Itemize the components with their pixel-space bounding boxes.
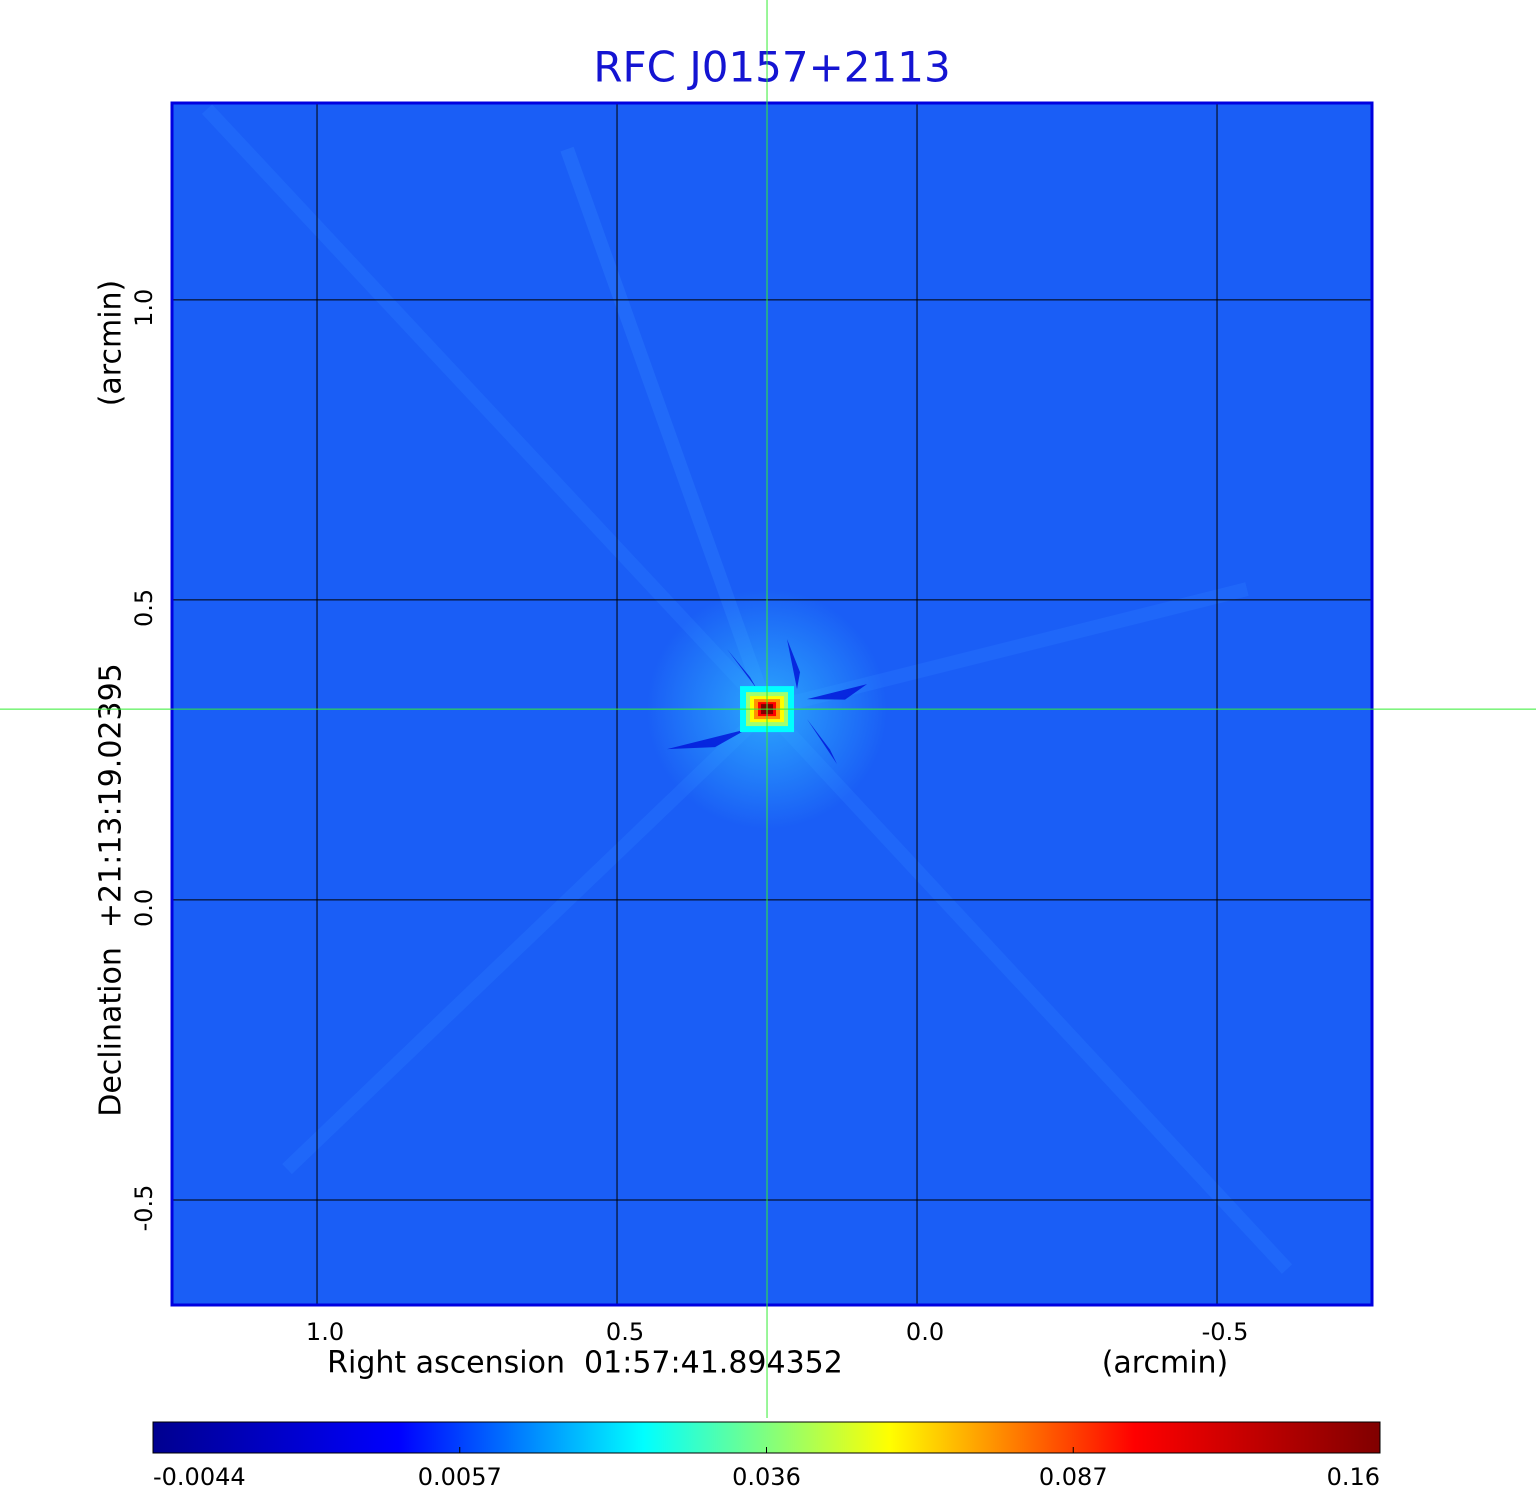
x-axis-label: Right ascension 01:57:41.894352 bbox=[327, 1346, 843, 1381]
colorbar-tick-label: 0.0057 bbox=[418, 1463, 502, 1491]
sidelobe bbox=[787, 639, 801, 690]
streak bbox=[761, 704, 1293, 1274]
x-tick-label: 0.0 bbox=[906, 1318, 944, 1346]
sidelobe bbox=[667, 729, 748, 750]
y-tick-label: -0.5 bbox=[130, 1185, 158, 1232]
y-tick-label: 0.0 bbox=[130, 889, 158, 927]
y-tick-label: 0.5 bbox=[130, 589, 158, 627]
y-axis-label: Declination +21:13:19.02395 bbox=[94, 663, 129, 1117]
x-tick-label: 1.0 bbox=[306, 1318, 344, 1346]
colorbar-tick-label: -0.0044 bbox=[153, 1463, 246, 1491]
colorbar-tick-label: 0.036 bbox=[732, 1463, 801, 1491]
x-axis-unit: (arcmin) bbox=[1102, 1346, 1229, 1381]
y-axis-unit: (arcmin) bbox=[94, 280, 129, 407]
y-tick-label: 1.0 bbox=[130, 289, 158, 327]
colorbar-tick-label: 0.087 bbox=[1039, 1463, 1108, 1491]
sidelobe bbox=[727, 649, 758, 690]
overlay bbox=[0, 0, 1536, 1418]
streak bbox=[201, 104, 773, 714]
chart-title: RFC J0157+2113 bbox=[593, 43, 950, 92]
colorbar-tick-label: 0.16 bbox=[1327, 1463, 1380, 1491]
x-tick-label: 0.5 bbox=[606, 1318, 644, 1346]
x-tick-label: -0.5 bbox=[1202, 1318, 1249, 1346]
plot-frame bbox=[170, 101, 1374, 1307]
plot-area bbox=[170, 101, 1374, 1307]
sidelobe bbox=[807, 719, 838, 765]
sidelobe bbox=[807, 684, 868, 700]
